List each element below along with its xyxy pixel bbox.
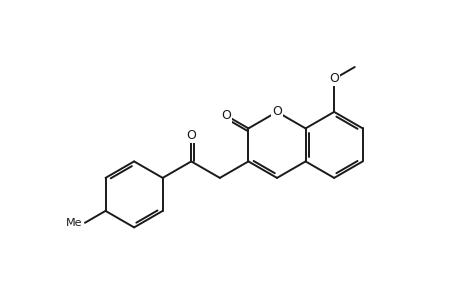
Text: O: O — [221, 109, 230, 122]
Text: O: O — [329, 72, 338, 86]
Text: O: O — [186, 129, 196, 142]
Text: O: O — [271, 105, 281, 119]
Text: Me: Me — [66, 218, 83, 228]
